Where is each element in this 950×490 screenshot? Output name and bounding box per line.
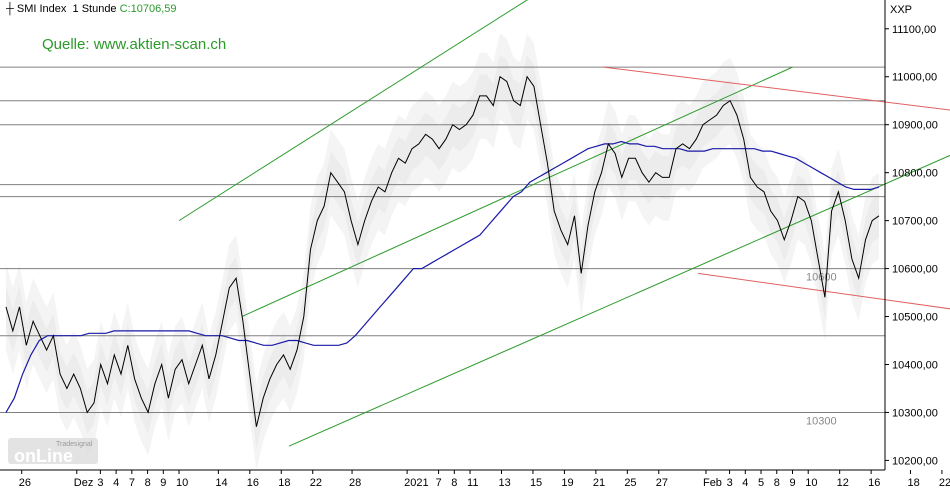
- price-series: [5, 75, 880, 427]
- x-tick-label: 7: [129, 477, 135, 489]
- symbol-label: SMI Index: [16, 3, 67, 15]
- y-tick-label: 10500,00: [892, 312, 938, 324]
- x-tick-label: 22: [939, 477, 950, 489]
- price-line: [5, 75, 880, 427]
- channel-line: [241, 66, 793, 317]
- volatility-band: [6, 55, 879, 449]
- x-tick-label: 3: [97, 477, 103, 489]
- y-tick-label: 10900,00: [892, 120, 938, 132]
- y-tick-label: 11000,00: [892, 72, 937, 84]
- x-tick-label: 18: [278, 477, 290, 489]
- level-label: 10300: [806, 415, 837, 427]
- x-tick-label: 21: [593, 477, 605, 489]
- x-tick-label: Feb: [703, 477, 722, 489]
- moving-average-line: [5, 140, 880, 413]
- x-tick-label: 4: [742, 477, 748, 489]
- x-tick-label: 15: [530, 477, 542, 489]
- x-tick-label: 9: [160, 477, 166, 489]
- interval-label: 1 Stunde: [72, 3, 117, 15]
- x-tick-label: 10: [176, 477, 188, 489]
- x-tick-label: 2021: [404, 477, 428, 489]
- trend-line: [603, 66, 950, 111]
- y-axis: XXP 11100,00 11000,00 10900,00 10800,00 10700…: [885, 4, 938, 467]
- chart-header: ┼ SMI Index 1 Stunde C:10706,59: [6, 3, 177, 15]
- close-value: C:10706,59: [119, 3, 177, 15]
- x-tick-label: 5: [758, 477, 764, 489]
- volatility-band: [6, 33, 879, 470]
- svg-text:onLine: onLine: [14, 446, 73, 466]
- svg-text:Tradesignal: Tradesignal: [56, 441, 93, 448]
- crosshair-icon: ┼: [6, 3, 14, 15]
- y-tick-label: 10300,00: [892, 407, 938, 419]
- x-axis: 26 Dez 3 4 7 8 9 10 14 16 18 22 28 2021 7 8 11 13 15 19 21 25…: [19, 470, 950, 489]
- x-tick-label: 18: [907, 477, 919, 489]
- x-tick-label: 19: [561, 477, 573, 489]
- x-tick-label: 28: [349, 477, 361, 489]
- x-tick-label: 12: [837, 477, 849, 489]
- x-tick-label: 3: [727, 477, 733, 489]
- x-tick-label: 10: [805, 477, 817, 489]
- x-tick-label: 8: [451, 477, 457, 489]
- source-note: Quelle: www.aktien-scan.ch: [42, 36, 227, 53]
- x-tick-label: 9: [789, 477, 795, 489]
- x-tick-label: 14: [215, 477, 227, 489]
- channel-line: [178, 0, 529, 222]
- x-tick-label: 11: [467, 477, 478, 489]
- x-tick-label: 13: [498, 477, 510, 489]
- tradesignal-logo: Tradesignal onLine: [8, 432, 100, 466]
- volatility-bands: [6, 33, 879, 470]
- x-tick-label: 4: [113, 477, 119, 489]
- channel-line: [288, 154, 950, 447]
- y-tick-label: 10600,00: [892, 264, 938, 276]
- x-tick-label: 26: [19, 477, 31, 489]
- x-tick-label: 16: [868, 477, 880, 489]
- x-tick-label: Dez: [74, 477, 94, 489]
- y-tick-label: 10200,00: [892, 455, 938, 467]
- trend-line: [698, 272, 950, 310]
- x-tick-label: 25: [624, 477, 636, 489]
- y-tick-label: 10400,00: [892, 359, 938, 371]
- tradesignal-logo-graphic: Tradesignal onLine: [8, 438, 98, 466]
- moving-average-series: [5, 140, 880, 413]
- trend-lines: [178, 0, 950, 447]
- x-tick-label: 8: [774, 477, 780, 489]
- y-tick-label: 10800,00: [892, 168, 938, 180]
- x-tick-label: 7: [436, 477, 442, 489]
- x-tick-label: 16: [247, 477, 259, 489]
- x-tick-label: 8: [145, 477, 151, 489]
- y-axis-unit: XXP: [890, 4, 912, 16]
- x-tick-label: 27: [656, 477, 668, 489]
- y-tick-label: 11100,00: [892, 24, 936, 36]
- x-tick-label: 22: [310, 477, 322, 489]
- y-tick-label: 10700,00: [892, 216, 938, 228]
